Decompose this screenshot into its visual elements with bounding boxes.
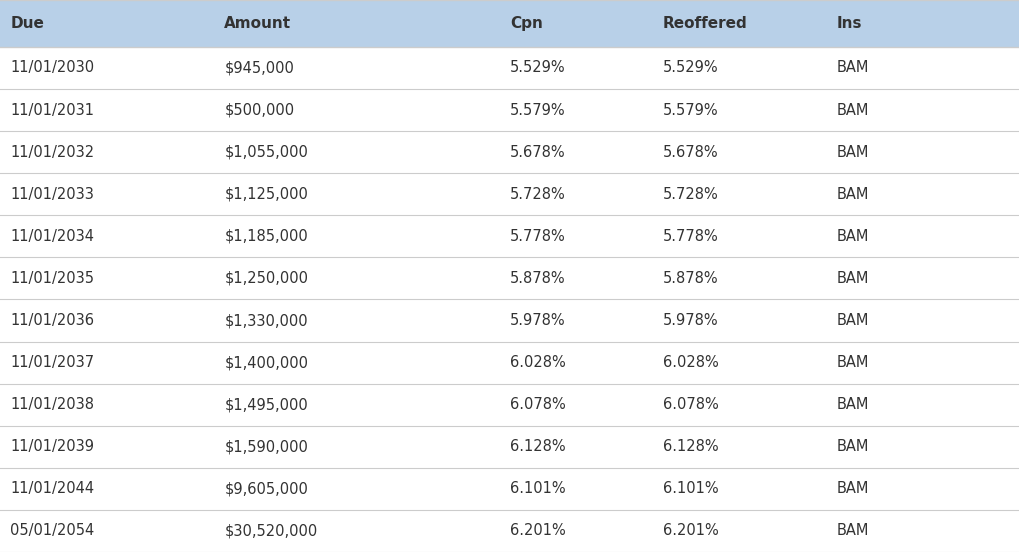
Text: 5.978%: 5.978%: [662, 313, 718, 328]
Text: $1,125,000: $1,125,000: [224, 187, 308, 201]
Bar: [0, 131, 1019, 173]
Text: $30,520,000: $30,520,000: [224, 523, 317, 538]
Bar: [0, 215, 1019, 257]
Text: 6.028%: 6.028%: [662, 355, 718, 370]
Text: 11/01/2038: 11/01/2038: [10, 397, 94, 412]
Bar: [0, 173, 1019, 215]
Text: $500,000: $500,000: [224, 103, 294, 118]
Text: 11/01/2036: 11/01/2036: [10, 313, 94, 328]
Bar: [0, 257, 1019, 299]
Bar: [0, 468, 1019, 510]
Text: $945,000: $945,000: [224, 61, 294, 76]
Text: $1,055,000: $1,055,000: [224, 145, 308, 160]
Text: $1,495,000: $1,495,000: [224, 397, 308, 412]
Text: 11/01/2034: 11/01/2034: [10, 229, 94, 244]
Text: 6.128%: 6.128%: [510, 439, 566, 454]
Text: 11/01/2032: 11/01/2032: [10, 145, 94, 160]
Text: 5.529%: 5.529%: [662, 61, 718, 76]
Text: 5.728%: 5.728%: [510, 187, 566, 201]
Text: 6.101%: 6.101%: [510, 481, 566, 496]
Text: 5.728%: 5.728%: [662, 187, 718, 201]
Text: BAM: BAM: [836, 103, 868, 118]
Text: BAM: BAM: [836, 61, 868, 76]
Text: 6.078%: 6.078%: [662, 397, 718, 412]
Text: BAM: BAM: [836, 523, 868, 538]
Text: $1,590,000: $1,590,000: [224, 439, 308, 454]
Text: BAM: BAM: [836, 481, 868, 496]
Text: 5.678%: 5.678%: [662, 145, 718, 160]
Text: BAM: BAM: [836, 187, 868, 201]
Text: 5.878%: 5.878%: [510, 271, 566, 286]
Bar: [0, 342, 1019, 384]
Bar: [0, 0, 1019, 47]
Text: 5.978%: 5.978%: [510, 313, 566, 328]
Text: Ins: Ins: [836, 16, 861, 31]
Text: 6.101%: 6.101%: [662, 481, 718, 496]
Text: $1,330,000: $1,330,000: [224, 313, 308, 328]
Text: 11/01/2030: 11/01/2030: [10, 61, 94, 76]
Text: 6.201%: 6.201%: [510, 523, 566, 538]
Text: 5.878%: 5.878%: [662, 271, 718, 286]
Text: Due: Due: [10, 16, 44, 31]
Text: Reoffered: Reoffered: [662, 16, 747, 31]
Text: BAM: BAM: [836, 439, 868, 454]
Text: 05/01/2054: 05/01/2054: [10, 523, 95, 538]
Bar: [0, 89, 1019, 131]
Text: 6.078%: 6.078%: [510, 397, 566, 412]
Text: BAM: BAM: [836, 229, 868, 244]
Text: 6.128%: 6.128%: [662, 439, 718, 454]
Text: BAM: BAM: [836, 355, 868, 370]
Text: 11/01/2035: 11/01/2035: [10, 271, 94, 286]
Text: BAM: BAM: [836, 397, 868, 412]
Bar: [0, 510, 1019, 552]
Text: BAM: BAM: [836, 313, 868, 328]
Text: 6.201%: 6.201%: [662, 523, 718, 538]
Bar: [0, 426, 1019, 468]
Text: 5.579%: 5.579%: [662, 103, 718, 118]
Text: 5.529%: 5.529%: [510, 61, 566, 76]
Text: Cpn: Cpn: [510, 16, 542, 31]
Text: 11/01/2044: 11/01/2044: [10, 481, 94, 496]
Text: 11/01/2031: 11/01/2031: [10, 103, 94, 118]
Text: BAM: BAM: [836, 145, 868, 160]
Text: $9,605,000: $9,605,000: [224, 481, 308, 496]
Text: BAM: BAM: [836, 271, 868, 286]
Text: 5.778%: 5.778%: [662, 229, 718, 244]
Text: 5.778%: 5.778%: [510, 229, 566, 244]
Text: 11/01/2033: 11/01/2033: [10, 187, 94, 201]
Text: 11/01/2039: 11/01/2039: [10, 439, 94, 454]
Text: Amount: Amount: [224, 16, 291, 31]
Text: $1,250,000: $1,250,000: [224, 271, 308, 286]
Bar: [0, 299, 1019, 342]
Text: $1,185,000: $1,185,000: [224, 229, 308, 244]
Bar: [0, 47, 1019, 89]
Text: 6.028%: 6.028%: [510, 355, 566, 370]
Text: $1,400,000: $1,400,000: [224, 355, 308, 370]
Text: 5.678%: 5.678%: [510, 145, 566, 160]
Bar: [0, 384, 1019, 426]
Text: 11/01/2037: 11/01/2037: [10, 355, 94, 370]
Text: 5.579%: 5.579%: [510, 103, 566, 118]
